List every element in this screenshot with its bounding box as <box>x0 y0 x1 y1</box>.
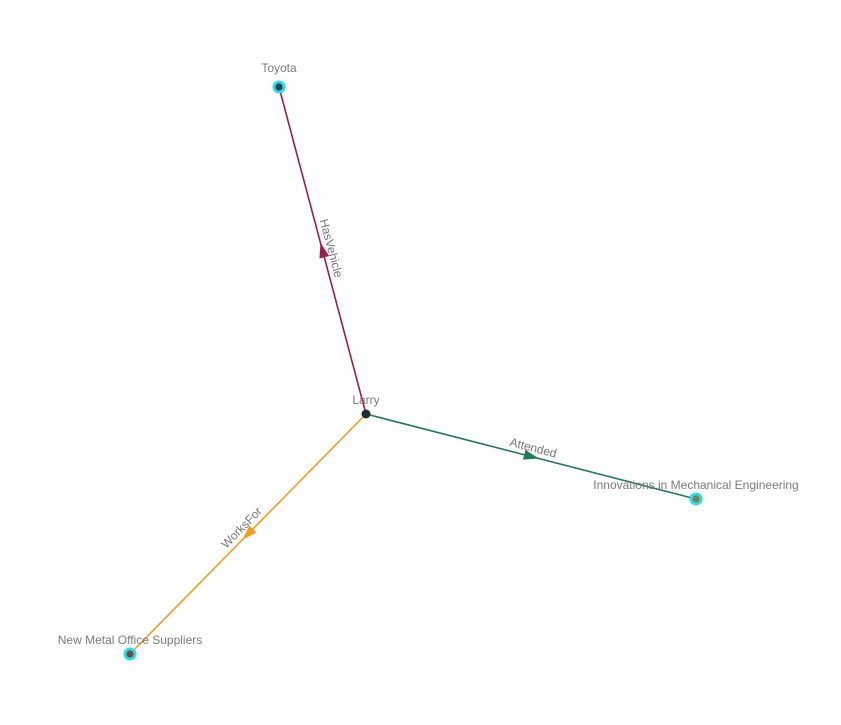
node-dot <box>126 650 134 658</box>
node-label-larry: Larry <box>352 393 379 407</box>
worksfor-arrowhead-icon <box>242 525 257 540</box>
node-toyota[interactable] <box>272 80 286 94</box>
node-new-metal-office-suppliers[interactable] <box>123 647 137 661</box>
node-dot <box>275 83 283 91</box>
node-innovations-in-mechanical-engineering[interactable] <box>689 492 703 506</box>
edge-label-worksfor: WorksFor <box>218 504 264 551</box>
node-larry[interactable] <box>361 409 371 419</box>
hasvehicle-arrowhead-icon <box>319 242 330 259</box>
node-label-innovations-in-mechanical-engineering: Innovations in Mechanical Engineering <box>593 478 798 492</box>
node-dot <box>361 409 371 419</box>
node-dot <box>692 495 700 503</box>
node-label-toyota: Toyota <box>261 61 297 75</box>
attended-arrowhead-icon <box>522 449 539 460</box>
node-label-new-metal-office-suppliers: New Metal Office Suppliers <box>58 633 203 647</box>
